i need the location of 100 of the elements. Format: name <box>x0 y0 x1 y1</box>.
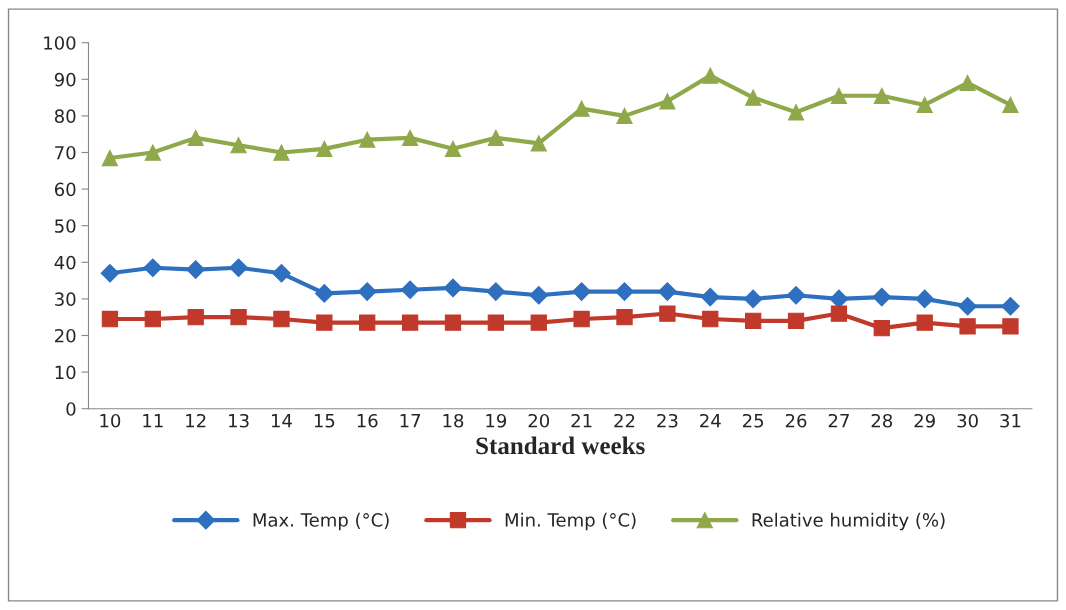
point <box>273 310 290 328</box>
point <box>830 305 848 322</box>
point <box>615 282 634 301</box>
point <box>702 310 719 328</box>
point <box>230 137 247 154</box>
x-tick-label: 21 <box>571 413 592 428</box>
x-tick-label: 23 <box>657 413 678 428</box>
x-tick-label: 20 <box>528 413 550 428</box>
x-tick-label: 30 <box>957 413 978 428</box>
point <box>487 314 505 331</box>
point <box>916 314 933 331</box>
x-tick-label: 17 <box>400 414 421 428</box>
x-tick-label: 11 <box>143 414 163 428</box>
y-tick-label: 100 <box>44 36 76 50</box>
point <box>659 93 676 110</box>
point <box>873 87 890 104</box>
point <box>530 135 547 152</box>
point <box>744 89 762 106</box>
point <box>359 314 376 331</box>
point <box>702 67 719 84</box>
x-tick-label: 16 <box>357 413 378 428</box>
point <box>616 107 633 125</box>
y-tick-label: 30 <box>55 292 76 307</box>
legend-label: Relative humidity (%) <box>752 512 945 531</box>
y-tick-label: 50 <box>55 219 76 233</box>
point <box>444 140 462 157</box>
point <box>873 320 890 337</box>
y-tick-label: 80 <box>54 109 76 124</box>
point <box>486 282 506 301</box>
x-tick-label: 31 <box>1000 413 1021 428</box>
legend-label: Min. Temp (°C) <box>505 512 636 531</box>
point <box>144 310 161 328</box>
point <box>616 309 633 326</box>
point <box>959 318 976 335</box>
y-tick-label: 0 <box>66 402 76 416</box>
x-tick-label: 25 <box>742 413 764 428</box>
point <box>915 289 935 309</box>
point <box>1001 296 1020 316</box>
point <box>529 285 549 305</box>
point <box>787 104 805 121</box>
point <box>143 258 163 278</box>
point <box>700 287 720 307</box>
point <box>187 129 204 147</box>
point <box>573 310 590 328</box>
point <box>487 129 505 147</box>
point <box>101 149 119 167</box>
point <box>272 263 291 283</box>
point <box>573 100 590 117</box>
point <box>314 284 334 303</box>
y-tick-label: 60 <box>54 182 76 197</box>
point <box>357 282 377 301</box>
point <box>400 280 420 300</box>
point <box>530 314 547 331</box>
point <box>229 258 248 278</box>
x-axis-title: Standard weeks <box>476 436 645 455</box>
x-tick-label: 24 <box>700 413 721 428</box>
y-tick-label: 90 <box>54 72 76 87</box>
point <box>100 263 120 283</box>
x-tick-label: 26 <box>785 413 807 428</box>
point <box>1002 96 1019 114</box>
x-tick-label: 14 <box>271 414 292 428</box>
point <box>830 87 848 104</box>
point <box>401 129 419 147</box>
point <box>743 289 763 309</box>
point <box>443 278 463 298</box>
point <box>186 260 206 279</box>
x-tick-label: 22 <box>614 413 635 428</box>
x-tick-label: 28 <box>871 413 893 428</box>
point <box>187 309 204 326</box>
point <box>1002 318 1019 335</box>
point <box>744 312 762 330</box>
point <box>316 314 333 331</box>
legend-label: Max. Temp (°C) <box>253 512 389 531</box>
point <box>659 305 676 322</box>
x-tick-label: 12 <box>186 413 206 428</box>
point <box>786 285 806 305</box>
y-tick-label: 10 <box>55 365 76 380</box>
point <box>316 140 333 157</box>
x-tick-label: 19 <box>486 413 507 428</box>
point <box>101 310 119 328</box>
point <box>230 309 247 326</box>
point <box>572 282 591 301</box>
point <box>658 282 677 301</box>
y-tick-label: 70 <box>55 145 76 160</box>
x-tick-label: 10 <box>100 413 121 428</box>
point <box>359 131 376 148</box>
point <box>916 96 933 114</box>
point <box>401 314 419 331</box>
point <box>959 74 976 92</box>
point <box>273 144 290 161</box>
x-tick-label: 29 <box>914 413 935 428</box>
x-tick-label: 15 <box>314 414 335 428</box>
x-tick-label: 18 <box>443 413 464 428</box>
point <box>872 287 892 307</box>
x-tick-label: 27 <box>828 413 849 428</box>
y-tick-label: 40 <box>54 255 76 270</box>
point <box>958 296 977 316</box>
y-tick-label: 20 <box>55 328 76 343</box>
x-tick-label: 13 <box>229 413 249 428</box>
point <box>787 312 805 330</box>
